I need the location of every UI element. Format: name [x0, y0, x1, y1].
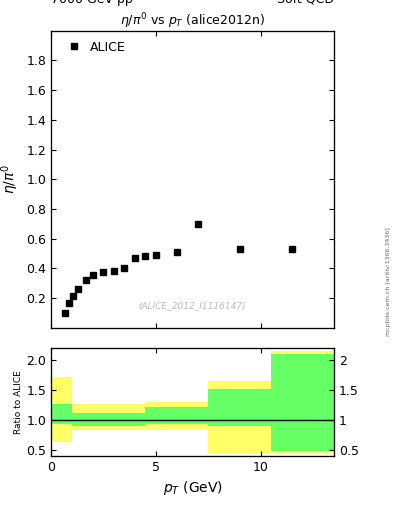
Line: ALICE: ALICE	[62, 221, 295, 315]
ALICE	[122, 265, 127, 271]
Y-axis label: $\eta/\pi^0$: $\eta/\pi^0$	[0, 164, 21, 194]
ALICE	[195, 221, 200, 227]
ALICE	[143, 253, 148, 260]
Y-axis label: Ratio to ALICE: Ratio to ALICE	[15, 370, 24, 434]
Title: $\eta/\pi^0$ vs $p_T$ (alice2012n): $\eta/\pi^0$ vs $p_T$ (alice2012n)	[120, 11, 265, 31]
Legend: ALICE: ALICE	[57, 37, 129, 57]
Text: (ALICE_2012_I1116147): (ALICE_2012_I1116147)	[139, 301, 246, 310]
ALICE	[154, 252, 158, 258]
ALICE	[76, 286, 81, 292]
ALICE	[112, 267, 116, 273]
ALICE	[66, 300, 71, 306]
ALICE	[83, 277, 88, 283]
Text: mcplots.cern.ch [arXiv:1306.3436]: mcplots.cern.ch [arXiv:1306.3436]	[386, 227, 391, 336]
ALICE	[101, 269, 106, 275]
ALICE	[62, 310, 67, 316]
ALICE	[71, 293, 75, 300]
Text: Soft QCD: Soft QCD	[277, 0, 334, 6]
ALICE	[290, 246, 294, 252]
ALICE	[132, 255, 137, 261]
X-axis label: $p_T$ (GeV): $p_T$ (GeV)	[163, 479, 222, 497]
ALICE	[91, 272, 95, 278]
ALICE	[174, 249, 179, 255]
Text: 7000 GeV pp: 7000 GeV pp	[51, 0, 133, 6]
ALICE	[237, 246, 242, 252]
